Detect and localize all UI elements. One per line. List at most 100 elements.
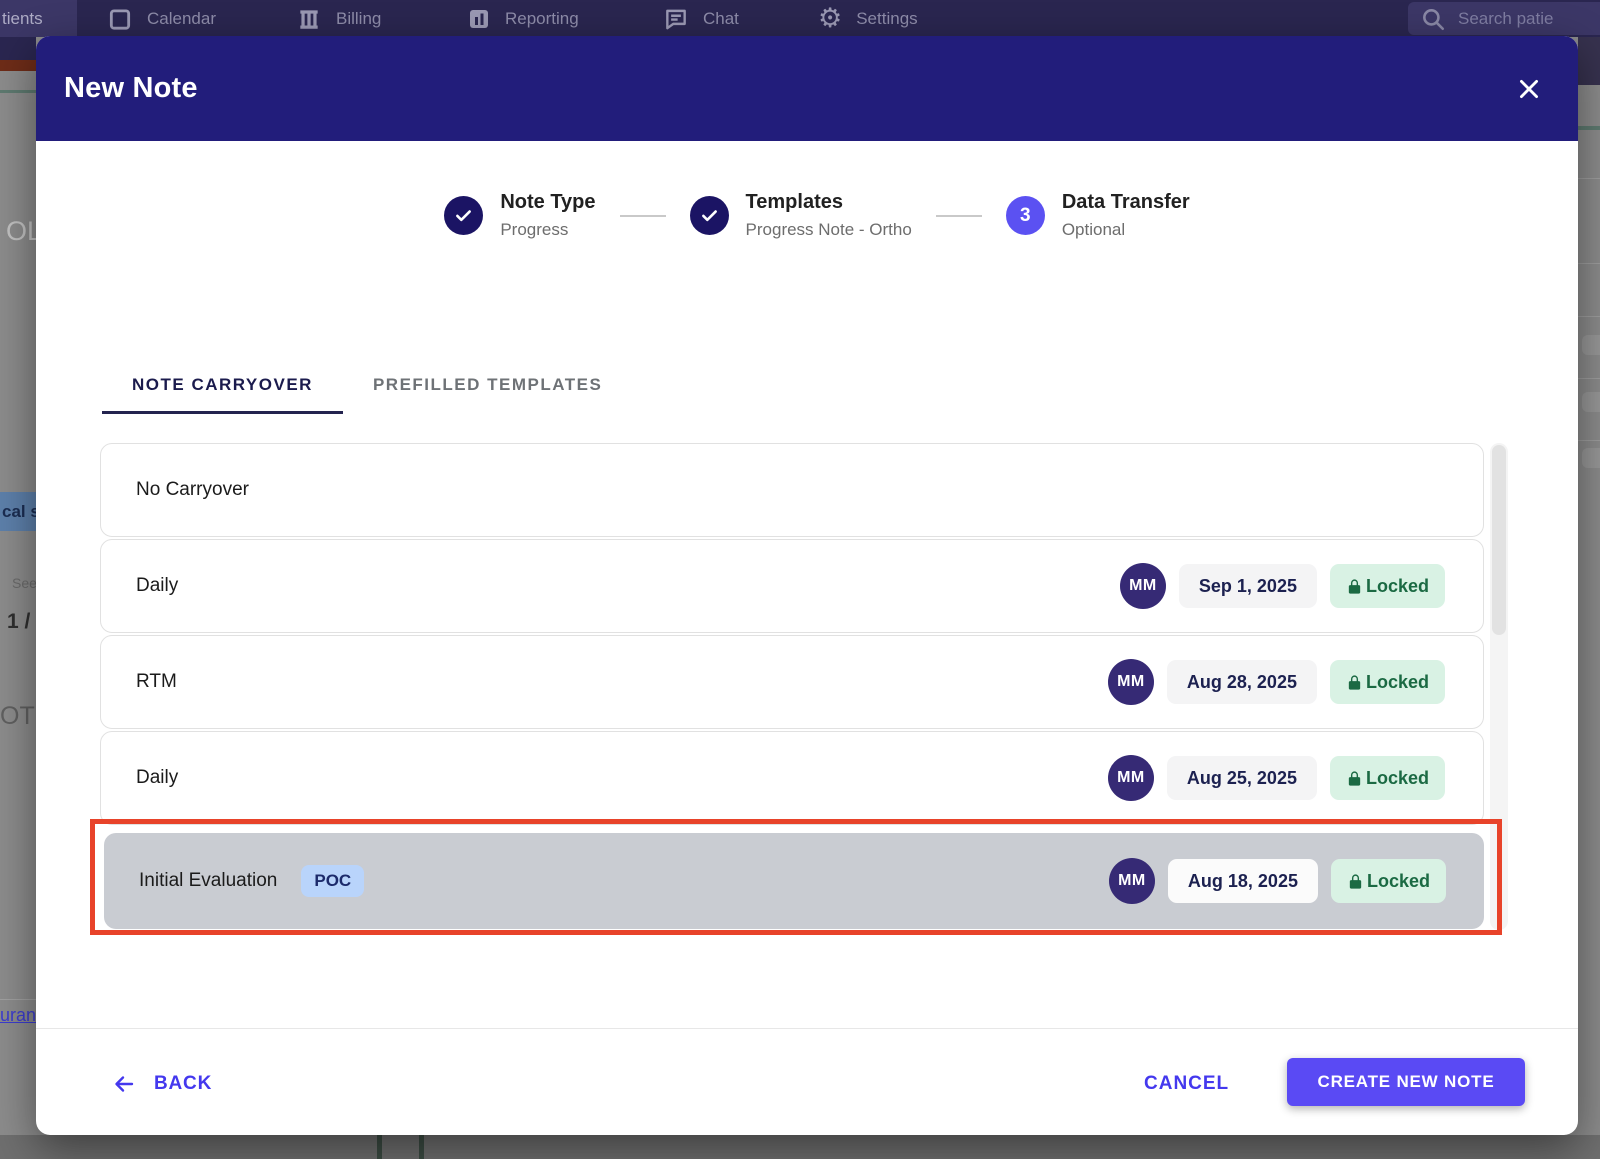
step-connector <box>619 214 666 217</box>
background-divider <box>0 90 36 93</box>
row-meta: MM Sep 1, 2025 Locked <box>1119 563 1445 609</box>
tab-note-carryover[interactable]: NOTE CARRYOVER <box>102 358 343 414</box>
search-input[interactable]: Search patie <box>1408 2 1600 35</box>
background-row-divider <box>1578 440 1600 441</box>
billing-icon <box>300 9 318 29</box>
row-meta: MM Aug 18, 2025 Locked <box>1108 858 1446 904</box>
row-label: No Carryover <box>136 479 249 500</box>
step-title: Note Type <box>500 191 596 213</box>
tab-prefilled-templates[interactable]: PREFILLED TEMPLATES <box>372 374 603 394</box>
background-row-divider <box>1578 316 1600 317</box>
modal-header: New Note <box>36 36 1578 141</box>
search-placeholder: Search patie <box>1458 8 1554 28</box>
check-icon <box>456 210 472 222</box>
background-table-gridline <box>377 1135 382 1159</box>
background-chip: cal s <box>0 492 40 531</box>
background-header-remnant <box>1578 37 1600 85</box>
row-meta: MM Aug 28, 2025 Locked <box>1107 659 1445 705</box>
row-label: Daily <box>136 575 179 596</box>
date-chip: Sep 1, 2025 <box>1178 564 1317 608</box>
step-note-type[interactable]: Note Type Progress <box>444 191 596 240</box>
background-row-divider <box>1578 378 1600 379</box>
scrollbar-thumb[interactable] <box>1492 445 1506 635</box>
back-button[interactable]: BACK <box>112 1064 212 1104</box>
date-chip: Aug 18, 2025 <box>1167 859 1318 903</box>
scrollbar[interactable] <box>1490 443 1508 930</box>
gear-icon: ⚙ <box>818 3 843 33</box>
status-badge: Locked <box>1330 859 1446 903</box>
background-chip-remnant <box>1582 335 1600 355</box>
footer-divider <box>36 1028 1578 1029</box>
background-header-remnant <box>0 37 36 60</box>
close-button[interactable] <box>1514 74 1544 104</box>
row-label: RTM <box>136 671 177 692</box>
step-complete-circle <box>444 196 484 235</box>
list-item-rtm-aug28[interactable]: RTM MM Aug 28, 2025 Locked <box>100 635 1484 729</box>
step-connector <box>935 214 982 217</box>
background-chip-remnant <box>1582 448 1600 468</box>
avatar: MM <box>1107 659 1154 705</box>
row-label: Initial Evaluation <box>139 870 278 891</box>
date-chip: Aug 28, 2025 <box>1166 660 1317 704</box>
step-complete-circle <box>689 196 729 235</box>
list-item-daily-sep1[interactable]: Daily MM Sep 1, 2025 Locked <box>100 539 1484 633</box>
step-subtitle: Progress Note - Ortho <box>745 220 912 239</box>
nav-item-calendar[interactable]: Calendar <box>107 0 216 37</box>
step-data-transfer[interactable]: 3 Data Transfer Optional <box>1005 191 1190 240</box>
nav-item-label: Chat <box>703 8 739 28</box>
back-label: BACK <box>154 1073 213 1094</box>
step-templates[interactable]: Templates Progress Note - Ortho <box>689 191 912 240</box>
list-item-no-carryover[interactable]: No Carryover <box>100 443 1484 537</box>
create-new-note-button[interactable]: CREATE NEW NOTE <box>1287 1058 1525 1106</box>
nav-item-label: tients <box>2 8 43 28</box>
date-chip: Aug 25, 2025 <box>1166 756 1317 800</box>
nav-item-label: Settings <box>856 8 918 28</box>
stepper: Note Type Progress Templates Progress No… <box>56 191 1578 240</box>
row-label: Daily <box>136 767 179 788</box>
list-item-daily-aug25[interactable]: Daily MM Aug 25, 2025 Locked <box>100 731 1484 825</box>
status-badge: Locked <box>1329 756 1445 800</box>
background-link[interactable]: uran <box>0 1005 37 1025</box>
check-icon <box>701 210 717 222</box>
avatar: MM <box>1119 563 1166 609</box>
avatar: MM <box>1108 858 1155 904</box>
close-icon <box>1520 79 1538 98</box>
poc-badge: POC <box>301 865 365 897</box>
modal-title: New Note <box>64 72 198 104</box>
background-chip-remnant <box>1582 392 1600 412</box>
background-table-remnant <box>0 1135 1600 1159</box>
nav-item-chat[interactable]: Chat <box>663 0 739 37</box>
list-item-initial-evaluation-selected[interactable]: Initial Evaluation POC MM Aug 18, 2025 L… <box>104 833 1484 929</box>
row-meta: MM Aug 25, 2025 Locked <box>1107 755 1445 801</box>
status-badge: Locked <box>1329 564 1445 608</box>
search-icon <box>1423 8 1445 30</box>
new-note-modal: New Note Note Type Progress Templates Pr… <box>36 36 1578 1135</box>
status-badge: Locked <box>1329 660 1445 704</box>
nav-item-settings[interactable]: ⚙ Settings <box>818 0 918 37</box>
status-label: Locked <box>1365 575 1429 596</box>
lock-icon <box>1349 873 1362 889</box>
nav-item-label: Calendar <box>147 8 216 28</box>
cancel-button[interactable]: CANCEL <box>1144 1073 1230 1094</box>
status-label: Locked <box>1366 870 1430 891</box>
tab-bar: NOTE CARRYOVER PREFILLED TEMPLATES <box>102 358 632 414</box>
avatar: MM <box>1107 755 1154 801</box>
background-divider <box>1578 126 1600 130</box>
back-arrow-icon <box>115 1076 134 1092</box>
nav-item-patients[interactable]: tients <box>0 0 77 37</box>
step-subtitle: Progress <box>500 220 569 239</box>
reporting-icon <box>470 9 488 28</box>
background-table-gridline <box>419 1135 424 1159</box>
background-row-divider <box>1578 263 1600 264</box>
calendar-icon <box>109 8 131 30</box>
step-title: Data Transfer <box>1061 191 1190 213</box>
background-maroon-bar <box>0 60 36 71</box>
status-label: Locked <box>1365 767 1429 788</box>
nav-item-billing[interactable]: Billing <box>296 0 381 37</box>
step-number-circle: 3 <box>1005 196 1045 235</box>
nav-item-reporting[interactable]: Reporting <box>467 0 579 37</box>
top-nav: tients Calendar Billing Reporting Chat ⚙… <box>0 0 1600 37</box>
lock-icon <box>1348 578 1361 594</box>
lock-icon <box>1348 674 1361 690</box>
status-label: Locked <box>1365 671 1429 692</box>
